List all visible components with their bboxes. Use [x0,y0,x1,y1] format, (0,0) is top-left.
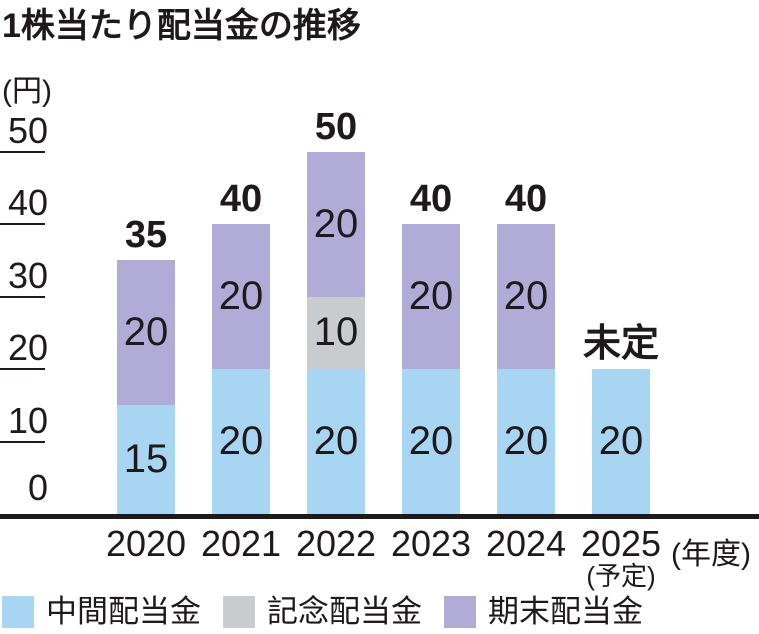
bar-segment: 20 [307,151,365,297]
x-tick-label: 2023 [390,523,472,564]
y-axis-unit-label: (円) [2,75,52,108]
bar-2022: 20 10 20 [307,151,365,514]
y-tick-label: 20 [7,327,48,368]
bar-segment: 20 [307,369,365,514]
y-tick-label: 0 [27,467,48,508]
bar-2025: 20 [592,369,650,514]
legend-swatch-icon [444,596,476,628]
y-tick-line [0,150,45,153]
bar-segment: 20 [497,369,555,514]
x-axis-unit-label: (年度) [671,538,751,571]
bar-segment: 20 [212,224,270,369]
x-tick-label: 2025 [580,523,662,564]
bar-segment: 20 [402,224,460,369]
bar-segment: 10 [307,296,365,369]
bar-segment: 20 [592,369,650,514]
x-tick-label: 2021 [200,523,282,564]
x-tick-sublabel: (予定) [586,561,656,591]
y-tick-label: 40 [7,182,48,223]
bar-2020: 15 20 [117,260,175,514]
bar-total-label: 40 [409,178,453,220]
legend-swatch-icon [223,596,255,628]
bar-2024: 20 20 [497,224,555,514]
bar-segment: 20 [497,224,555,369]
legend-label: 記念配当金 [267,594,422,629]
y-tick-line [0,295,45,298]
bar-segment: 20 [212,369,270,514]
legend-item: 期末配当金 [444,595,643,629]
chart-title: 1株当たり配当金の推移 [2,7,361,45]
legend-item: 中間配当金 [2,595,201,629]
y-tick-label: 50 [7,109,48,151]
y-tick-label: 30 [7,254,48,296]
bar-segment: 20 [402,369,460,514]
y-tick-label: 10 [7,399,48,441]
x-axis-line [0,514,759,519]
y-tick-line [0,440,45,443]
legend-swatch-icon [2,596,34,628]
y-tick-line [0,223,45,225]
bar-total-label: 未定 [582,323,659,365]
x-tick-label: 2020 [105,523,187,564]
bar-2023: 20 20 [402,224,460,514]
x-tick-label: 2024 [485,523,567,564]
legend: 中間配当金 記念配当金 期末配当金 [2,595,643,629]
bar-total-label: 40 [219,178,263,220]
bar-total-label: 35 [124,214,168,257]
bar-total-label: 50 [314,105,358,148]
bar-segment: 20 [117,260,175,406]
legend-label: 期末配当金 [488,594,643,629]
bar-total-label: 40 [504,178,548,220]
legend-item: 記念配当金 [223,595,422,629]
y-tick-line [0,368,45,370]
legend-label: 中間配当金 [46,594,201,629]
x-tick-label: 2022 [295,523,377,564]
bar-2021: 20 20 [212,224,270,514]
bar-segment: 15 [117,405,175,514]
